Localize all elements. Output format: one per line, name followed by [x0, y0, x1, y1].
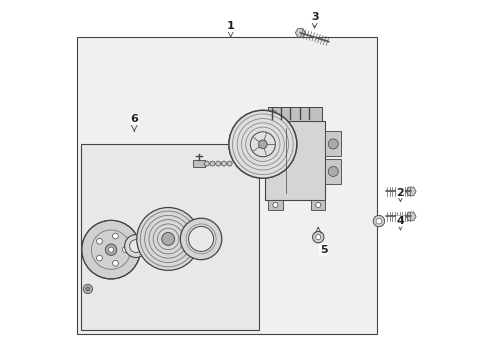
Circle shape	[130, 240, 143, 252]
Circle shape	[270, 111, 277, 117]
Circle shape	[109, 247, 114, 252]
Bar	[265, 121, 325, 200]
Bar	[193, 159, 205, 167]
Text: 5: 5	[320, 245, 327, 255]
Circle shape	[82, 220, 140, 279]
Circle shape	[313, 231, 324, 243]
Text: 2: 2	[396, 188, 404, 198]
Circle shape	[259, 140, 267, 149]
Circle shape	[162, 233, 174, 246]
Circle shape	[86, 287, 90, 291]
Bar	[81, 144, 259, 330]
Bar	[311, 200, 325, 210]
Circle shape	[204, 161, 209, 166]
Circle shape	[250, 132, 275, 157]
Circle shape	[189, 226, 214, 251]
Polygon shape	[406, 212, 416, 221]
Bar	[268, 107, 322, 121]
Circle shape	[376, 218, 382, 224]
Circle shape	[316, 203, 321, 207]
Bar	[268, 200, 283, 210]
Bar	[325, 131, 342, 157]
Circle shape	[328, 166, 338, 176]
Circle shape	[113, 233, 118, 239]
Circle shape	[229, 111, 297, 178]
Circle shape	[221, 161, 226, 166]
Bar	[325, 159, 342, 184]
Circle shape	[122, 247, 128, 252]
Circle shape	[105, 244, 117, 255]
Circle shape	[328, 139, 338, 149]
Circle shape	[373, 215, 385, 227]
Circle shape	[124, 235, 147, 257]
Polygon shape	[406, 187, 416, 196]
Circle shape	[137, 207, 199, 270]
Text: 3: 3	[311, 13, 319, 22]
Circle shape	[273, 203, 278, 207]
Circle shape	[316, 235, 321, 240]
Circle shape	[97, 238, 102, 244]
Circle shape	[227, 161, 232, 166]
Circle shape	[216, 161, 220, 166]
Circle shape	[83, 284, 93, 294]
Circle shape	[180, 218, 222, 260]
Circle shape	[113, 260, 118, 266]
Circle shape	[210, 161, 215, 166]
Text: 6: 6	[130, 114, 138, 124]
Text: 1: 1	[227, 21, 235, 31]
Bar	[77, 37, 377, 334]
Circle shape	[97, 255, 102, 261]
Text: 4: 4	[396, 216, 404, 226]
Polygon shape	[295, 28, 305, 37]
